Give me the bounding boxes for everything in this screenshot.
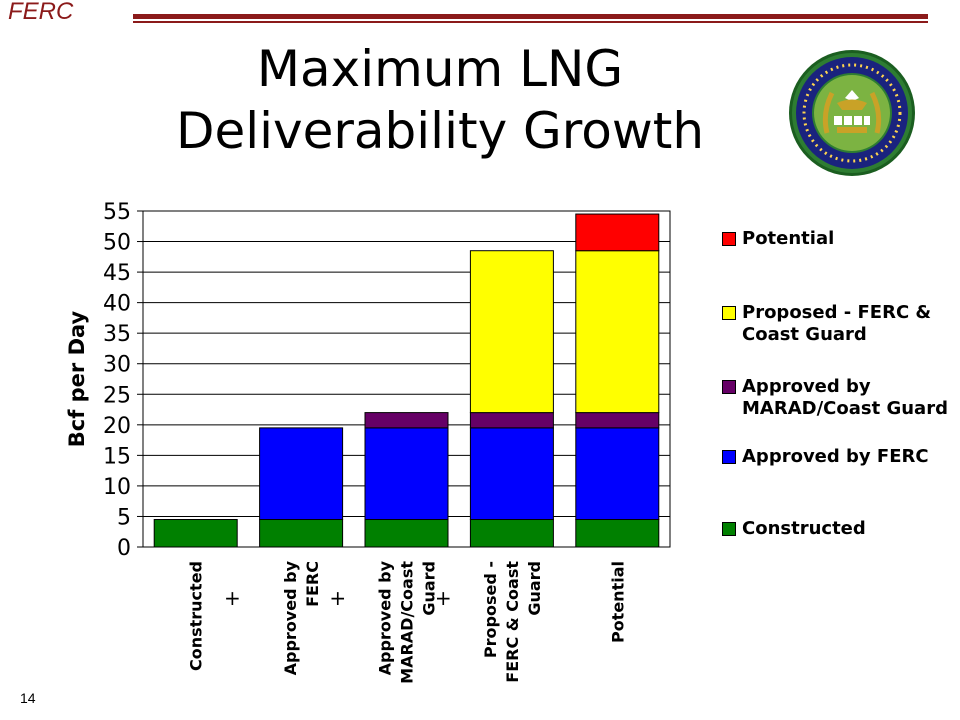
y-tick-label: 5 <box>117 505 131 530</box>
bar-segment <box>469 427 554 521</box>
bar-segment <box>364 519 449 548</box>
legend-label: Proposed - FERC & Coast Guard <box>742 302 932 345</box>
y-tick-label: 10 <box>103 475 131 500</box>
x-category-label: Approved by <box>281 560 300 675</box>
bar-segment <box>259 519 344 548</box>
plus-mark: + <box>435 586 452 610</box>
bar-segment <box>575 427 660 521</box>
legend-swatch <box>722 232 736 246</box>
header-rule <box>133 14 928 19</box>
x-category-label: FERC & Coast <box>503 561 522 683</box>
x-category-label: Guard <box>525 561 544 616</box>
legend-swatch <box>722 522 736 536</box>
bar-segment <box>259 427 344 521</box>
y-tick-label: 35 <box>103 322 131 347</box>
y-axis-label: Bcf per Day <box>65 310 89 447</box>
header-rule-thin <box>133 21 928 23</box>
legend-swatch <box>722 450 736 464</box>
plus-mark: + <box>329 586 346 610</box>
y-tick-label: 15 <box>103 444 131 469</box>
bar-segment <box>575 213 660 252</box>
ferc-header-tag: FERC <box>8 0 74 25</box>
y-tick-label: 25 <box>103 383 131 408</box>
legend-label: Approved by MARAD/Coast Guard <box>742 376 948 419</box>
plus-mark: + <box>224 586 241 610</box>
x-category-label: Approved by <box>376 560 395 675</box>
bar-segment <box>469 412 554 429</box>
y-tick-label: 50 <box>103 231 131 256</box>
bar-segment <box>364 427 449 521</box>
y-tick-label: 45 <box>103 261 131 286</box>
bar-segment <box>469 519 554 548</box>
page-number: 14 <box>20 690 36 706</box>
y-tick-label: 0 <box>117 536 131 561</box>
x-category-label: MARAD/Coast <box>398 561 417 684</box>
bar-segment <box>575 519 660 548</box>
bar-segment <box>153 519 238 548</box>
y-tick-label: 30 <box>103 353 131 378</box>
x-category-label: Potential <box>608 561 627 643</box>
slide-title: Maximum LNG Deliverability Growth <box>175 40 705 160</box>
legend-label: Potential <box>742 228 835 249</box>
y-tick-label: 20 <box>103 414 131 439</box>
x-category-label: Proposed - <box>481 561 500 658</box>
x-category-label: Constructed <box>187 561 206 671</box>
bar-segment <box>575 412 660 429</box>
legend-swatch <box>722 306 736 320</box>
y-tick-label: 55 <box>103 200 131 225</box>
y-tick-label: 40 <box>103 292 131 317</box>
ferc-seal-logo <box>789 50 915 176</box>
legend-label: Constructed <box>742 518 866 539</box>
bar-segment <box>364 412 449 429</box>
legend-label: Approved by FERC <box>742 446 929 467</box>
x-category-label: Guard <box>420 561 439 616</box>
bar-segment <box>575 250 660 414</box>
x-category-label: FERC <box>303 561 322 607</box>
bar-segment <box>469 250 554 414</box>
legend-swatch <box>722 380 736 394</box>
